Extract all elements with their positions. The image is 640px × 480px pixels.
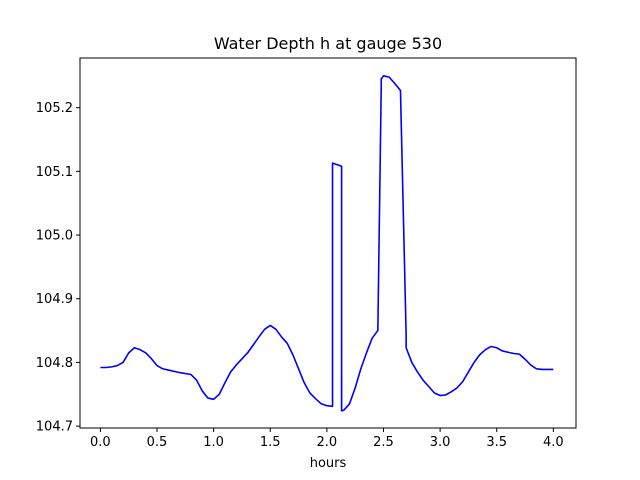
y-tick-label: 104.9 [36,292,73,307]
series-line-water-depth [100,75,554,412]
y-tick-label: 105.1 [36,165,73,180]
x-tick-label: 3.0 [430,435,451,450]
y-tick-label: 105.2 [36,101,73,116]
x-tick-label: 3.5 [486,435,507,450]
y-tick-label: 105.0 [36,229,73,244]
x-tick-label: 2.5 [373,435,394,450]
plot-area [79,57,577,429]
x-axis-ticks: 0.0 0.5 1.0 1.5 2.0 2.5 3.0 3.5 4.0 [90,428,564,450]
x-tick-label: 1.0 [203,435,224,450]
x-tick-label: 0.5 [147,435,168,450]
x-tick-label: 1.5 [260,435,281,450]
x-tick-label: 0.0 [90,435,111,450]
x-axis-label: hours [310,456,347,471]
x-tick-label: 4.0 [543,435,564,450]
x-tick-label: 2.0 [317,435,338,450]
y-tick-label: 104.8 [36,356,73,371]
chart-title: Water Depth h at gauge 530 [214,34,442,53]
y-axis-ticks: 104.7 104.8 104.9 105.0 105.1 105.2 [36,101,80,435]
y-tick-label: 104.7 [36,420,73,435]
